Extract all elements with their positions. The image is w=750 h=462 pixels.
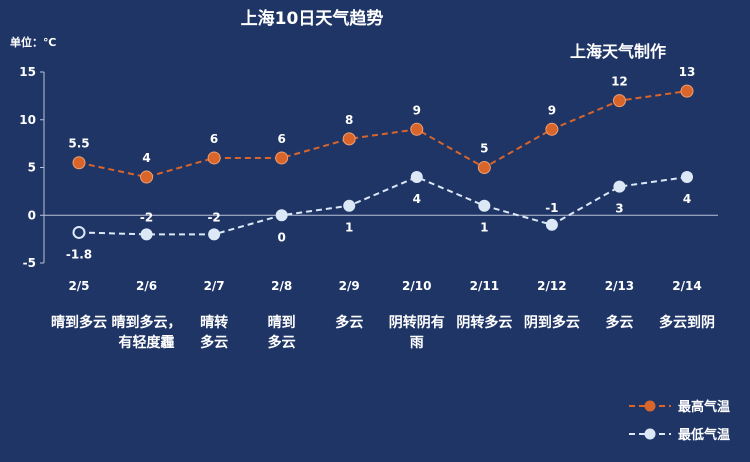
x-tick-label: 2/9: [339, 279, 360, 293]
point-high: [410, 122, 424, 136]
point-high: [545, 122, 559, 136]
data-label-low: 0: [277, 230, 285, 244]
data-label-low: 1: [480, 221, 488, 235]
weather-description: 晴到: [268, 314, 296, 331]
weather-description: 晴到多云: [51, 314, 107, 331]
data-label-low: -2: [140, 210, 153, 224]
data-label-high: 9: [548, 103, 556, 117]
data-label-high: 5: [480, 142, 488, 156]
weather-description: 阴到多云: [524, 314, 580, 331]
chart-marks: 5.5 4 6 6 8 9 5 9 12 13 -1.8 -2 -2 0 1 4 1 -1 3 4: [66, 65, 695, 261]
category-labels: 2/5 2/6 2/7 2/8 2/9 2/10 2/11 2/12 2/13 2/14晴到多云晴…: [51, 279, 715, 351]
series-line-low: [78, 175, 688, 236]
data-label-low: 1: [345, 221, 353, 235]
data-label-high: 5.5: [68, 137, 89, 151]
point-high: [140, 170, 154, 184]
weather-description: 阴转多云: [456, 314, 512, 331]
chart-title: 上海10日天气趋势: [241, 8, 384, 29]
unit-label: 单位：℃: [10, 35, 56, 49]
x-tick-label: 2/7: [204, 279, 225, 293]
x-tick-label: 2/10: [402, 279, 431, 293]
data-label-low: 4: [413, 192, 421, 206]
data-label-high: 13: [679, 65, 696, 79]
point-high: [72, 156, 86, 170]
y-tick-label: 0: [28, 208, 36, 222]
point-low: [478, 199, 491, 212]
legend-label-low: 最低气温: [678, 427, 730, 443]
point-low: [140, 228, 153, 241]
data-label-low: -1.8: [66, 247, 92, 261]
y-tick-label: 15: [19, 65, 36, 79]
point-high: [207, 151, 221, 165]
x-tick-label: 2/8: [271, 279, 292, 293]
weather-description: 多云: [200, 334, 228, 351]
point-low: [410, 171, 423, 184]
y-tick-label: -5: [23, 256, 36, 270]
point-high: [477, 161, 491, 174]
data-label-low: 3: [615, 202, 623, 216]
point-high: [342, 132, 356, 146]
series-line-high: [78, 90, 688, 179]
y-tick-label: 10: [19, 113, 36, 127]
data-label-low: -2: [207, 210, 220, 224]
weather-description: 有轻度霾: [119, 334, 175, 351]
point-low: [613, 180, 626, 193]
weather-description: 晴转: [200, 314, 228, 331]
weather-description: 多云: [268, 334, 296, 351]
data-label-low: -1: [545, 201, 558, 215]
point-high: [275, 151, 289, 165]
data-label-high: 6: [210, 132, 218, 146]
x-tick-label: 2/12: [537, 279, 566, 293]
legend-marker: [644, 400, 656, 412]
weather-description: 雨: [410, 335, 424, 351]
weather-description: 多云: [605, 314, 633, 331]
legend-label-high: 最高气温: [678, 399, 730, 415]
data-label-high: 9: [413, 103, 421, 117]
point-high: [680, 84, 694, 98]
data-label-low: 4: [683, 192, 691, 206]
data-label-high: 4: [142, 151, 150, 165]
credit-label: 上海天气制作: [570, 42, 666, 61]
x-tick-label: 2/13: [605, 279, 634, 293]
point-low: [681, 171, 693, 184]
weather-description: 晴到多云，: [112, 314, 182, 331]
x-tick-label: 2/11: [470, 279, 499, 293]
point-high: [612, 94, 626, 108]
data-label-high: 12: [611, 75, 628, 89]
y-tick-label: 5: [28, 161, 36, 175]
x-tick-label: 2/5: [68, 279, 89, 293]
x-tick-label: 2/6: [136, 279, 157, 293]
data-label-high: 6: [277, 132, 285, 146]
legend-marker: [644, 428, 656, 440]
x-tick-label: 2/14: [672, 279, 701, 293]
point-low: [343, 199, 356, 212]
weather-description: 多云到阴: [659, 314, 715, 331]
point-low: [275, 209, 288, 222]
data-label-high: 8: [345, 113, 353, 127]
point-low: [72, 225, 86, 239]
point-low: [545, 218, 558, 231]
weather-description: 多云: [335, 314, 363, 331]
weather-description: 阴转阴有: [389, 314, 445, 331]
point-low: [208, 228, 221, 241]
